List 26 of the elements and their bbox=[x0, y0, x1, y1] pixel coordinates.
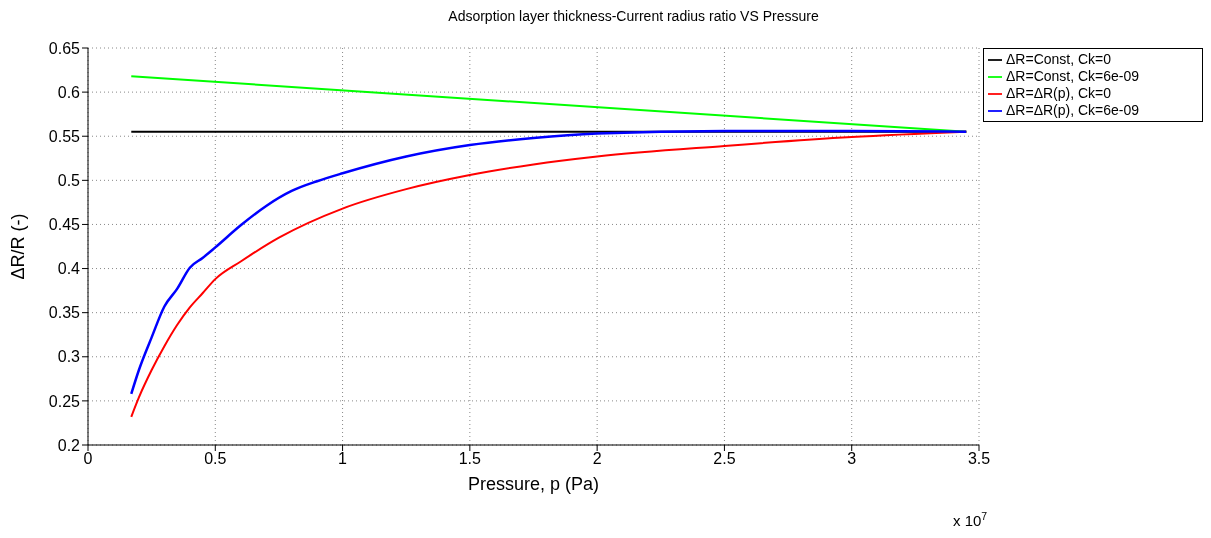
y-tick-label: 0.45 bbox=[48, 216, 81, 234]
y-axis-title: ΔR/R (-) bbox=[8, 213, 29, 280]
legend-label: ΔR=ΔR(p), Ck=0 bbox=[1006, 85, 1112, 101]
y-tick-label: 0.55 bbox=[48, 127, 81, 145]
x-tick-label: 1 bbox=[338, 450, 348, 468]
y-tick-label: 0.25 bbox=[48, 392, 81, 410]
y-tick-label: 0.2 bbox=[57, 436, 81, 454]
y-tick-label: 0.35 bbox=[48, 304, 81, 322]
legend-label: ΔR=Const, Ck=0 bbox=[1006, 51, 1112, 67]
y-tick-label: 0.3 bbox=[57, 348, 81, 366]
y-tick-label: 0.65 bbox=[48, 39, 81, 57]
y-tick-label: 0.6 bbox=[57, 83, 81, 101]
x-tick-label: 3.5 bbox=[967, 450, 991, 468]
x-axis-title: Pressure, p (Pa) bbox=[467, 474, 600, 494]
y-tick-label: 0.5 bbox=[57, 172, 81, 190]
x-tick-label: 2 bbox=[592, 450, 602, 468]
legend-label: ΔR=ΔR(p), Ck=6e-09 bbox=[1006, 102, 1140, 118]
y-tick-label: 0.4 bbox=[57, 260, 81, 278]
chart-title: Adsorption layer thickness-Current radius ratio VS Pressure bbox=[447, 8, 820, 26]
text: x 10$^{7}$ bbox=[953, 510, 988, 529]
legend-label: ΔR=Const, Ck=6e-09 bbox=[1006, 68, 1140, 84]
x-tick-label: 1.5 bbox=[458, 450, 482, 468]
x-tick-label: 2.5 bbox=[713, 450, 736, 468]
x-tick-label: 0 bbox=[83, 450, 93, 468]
x-tick-label: 3 bbox=[847, 450, 857, 468]
x-tick-label: 0.5 bbox=[204, 450, 227, 468]
